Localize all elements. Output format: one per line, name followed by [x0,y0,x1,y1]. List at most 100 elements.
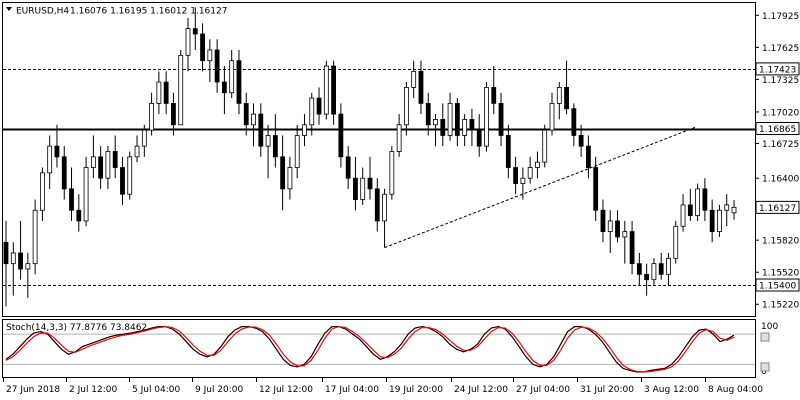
indicator-box-icon[interactable] [760,332,770,342]
candle-body-bull [462,119,468,136]
x-tick-label: 17 Jul 04:00 [325,385,379,395]
candle-body-bull [10,252,16,265]
candle [476,114,482,157]
candle-body-bear [345,156,351,179]
candle [403,82,409,136]
current-price-tag-box [755,200,800,214]
candle [316,87,322,125]
candles [3,7,737,307]
x-tick-label: 3 Aug 12:00 [644,385,699,395]
candle-body-bull [207,49,213,62]
candle-body-bull [251,113,256,126]
candle [651,258,657,286]
horizontal-levels [3,69,755,286]
candle [120,156,125,205]
candle-body-bull [156,81,162,104]
candle-body-bear [374,188,380,222]
candle-body-bull [141,129,147,147]
candle [10,242,16,296]
candle [360,167,366,205]
indicator-box-icon[interactable] [760,362,770,372]
y-tick-label: 1.15220 [762,301,799,311]
candle [571,103,577,147]
trendline-group [384,126,697,249]
candle [498,92,504,147]
trendline[interactable] [384,126,697,249]
candle-body-bull [411,70,417,88]
candle-body-bear [585,145,591,168]
candle [338,103,344,168]
candle-body-bear [236,60,242,104]
level-tag-2-box [755,278,800,292]
x-tick-label: 8 Aug 04:00 [708,385,763,395]
candle-body-bull [542,129,548,163]
candle-body-bull [265,135,271,147]
candle [484,82,489,152]
candle-body-bull [382,193,387,222]
current-price-tag-text: 1.16127 [759,204,796,214]
candle-body-bull [229,60,235,94]
candle-body-bear [61,156,67,190]
candle-body-bull [90,156,96,168]
candle-body-bear [331,65,337,115]
x-tick-label: 27 Jul 04:00 [516,385,570,395]
candle [454,98,460,147]
candle-body-bear [644,273,650,281]
candle [469,108,475,147]
candle-body-bull [294,135,300,168]
candle [214,39,220,93]
candle-body-bear [425,103,431,126]
candle [221,66,227,115]
candle [615,210,620,243]
candle-body-bull [323,65,329,115]
candle-body-bear [709,209,715,233]
candle-body-bull [433,119,438,126]
candle-body-bull [127,156,133,195]
candle [629,220,635,275]
candle-body-bull [302,124,307,136]
candle [491,66,497,115]
candle-body-bear [54,145,60,158]
collapse-triangle-icon[interactable] [6,7,12,11]
candle-body-bear [702,188,708,211]
candle [462,114,468,147]
candle-body-bull [447,103,453,136]
candle-body-bear [564,86,569,110]
candle [141,124,147,157]
current-price-tag: 1.16127 [755,200,800,214]
candle-body-bear [600,209,606,233]
candle-body-bear [353,177,358,200]
candle-body-bull [403,86,409,126]
candle [105,146,111,189]
x-tick-label: 2 Jul 12:00 [69,385,118,395]
y-tick-label: 1.16725 [762,140,799,150]
ohlc-label: 1.16076 1.16195 1.16012 1.16127 [70,7,227,17]
candle [3,220,9,307]
indicator-label: Stoch(14,3,3) 77.8776 73.8462 [6,323,147,333]
candle [331,60,337,125]
candle [578,124,584,157]
candle-body-bull [39,172,45,211]
stoch-d-line [5,325,735,373]
candle [76,194,82,232]
candle-body-bull [731,206,737,214]
candle [687,188,693,221]
candle [636,252,642,286]
candle [302,114,307,147]
indicator-pane [2,319,756,378]
candle [425,92,431,136]
candle-body-bull [651,263,657,281]
candle-body-bull [666,257,671,275]
x-tick-label: 31 Jul 20:00 [580,385,634,395]
candle [644,263,650,296]
candle-body-bear [258,113,264,147]
candle-body-bear [491,86,497,104]
candle [200,23,205,72]
y-tick-label: 1.17925 [762,12,799,22]
candle [69,167,74,221]
candle-body-bear [505,135,511,168]
candle [673,220,679,264]
candle-body-bear [69,188,74,211]
candle [658,252,664,280]
level-tag-2: 1.15400 [755,278,800,292]
